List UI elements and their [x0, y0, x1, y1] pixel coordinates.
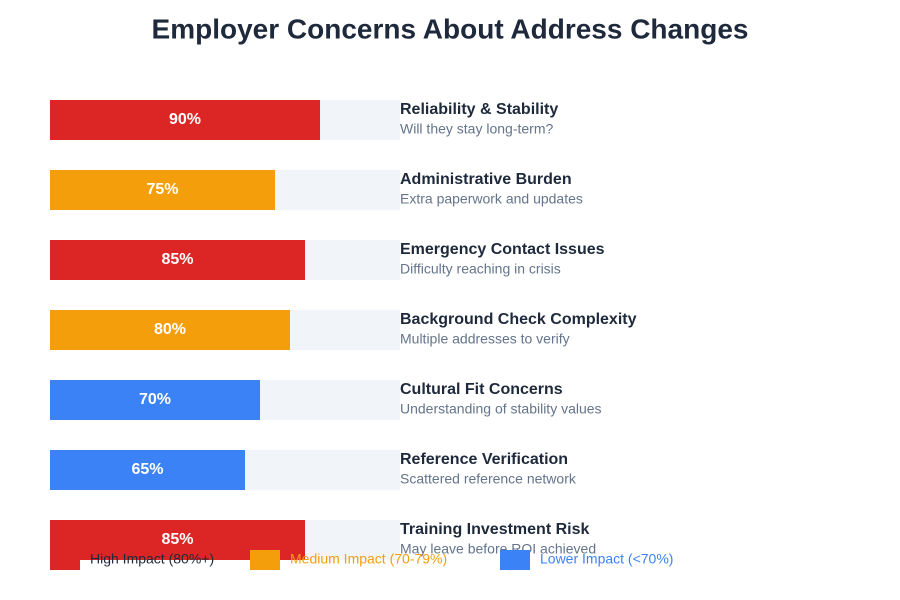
category-label: Administrative Burden — [400, 171, 572, 188]
bar — [50, 450, 245, 490]
category-label: Reliability & Stability — [400, 101, 558, 118]
category-subtitle: Multiple addresses to verify — [400, 331, 570, 347]
category-label: Cultural Fit Concerns — [400, 381, 563, 398]
bar-value-label: 65% — [131, 461, 163, 478]
category-subtitle: Understanding of stability values — [400, 401, 602, 417]
legend-swatch — [250, 550, 280, 570]
legend-swatch — [500, 550, 530, 570]
bar-value-label: 90% — [169, 111, 201, 128]
bar — [50, 240, 305, 280]
bar — [50, 380, 260, 420]
bar-value-label: 85% — [161, 251, 193, 268]
bar — [50, 310, 290, 350]
legend-label: Lower Impact (<70%) — [540, 551, 673, 567]
category-subtitle: Will they stay long-term? — [400, 121, 553, 137]
category-label: Background Check Complexity — [400, 311, 637, 328]
bar-value-label: 75% — [146, 181, 178, 198]
legend-label: Medium Impact (70-79%) — [290, 551, 447, 567]
bar-value-label: 80% — [154, 321, 186, 338]
category-label: Emergency Contact Issues — [400, 241, 605, 258]
chart-title: Employer Concerns About Address Changes — [152, 13, 749, 44]
category-label: Reference Verification — [400, 451, 568, 468]
category-subtitle: Extra paperwork and updates — [400, 191, 583, 207]
category-subtitle: Difficulty reaching in crisis — [400, 261, 561, 277]
category-subtitle: May leave before ROI achieved — [400, 541, 596, 557]
legend-swatch — [50, 550, 80, 570]
bar-value-label: 70% — [139, 391, 171, 408]
bar — [50, 100, 320, 140]
category-label: Training Investment Risk — [400, 521, 589, 538]
legend-label: High Impact (80%+) — [90, 551, 214, 567]
category-subtitle: Scattered reference network — [400, 471, 577, 487]
bar-value-label: 85% — [161, 531, 193, 548]
bar — [50, 170, 275, 210]
